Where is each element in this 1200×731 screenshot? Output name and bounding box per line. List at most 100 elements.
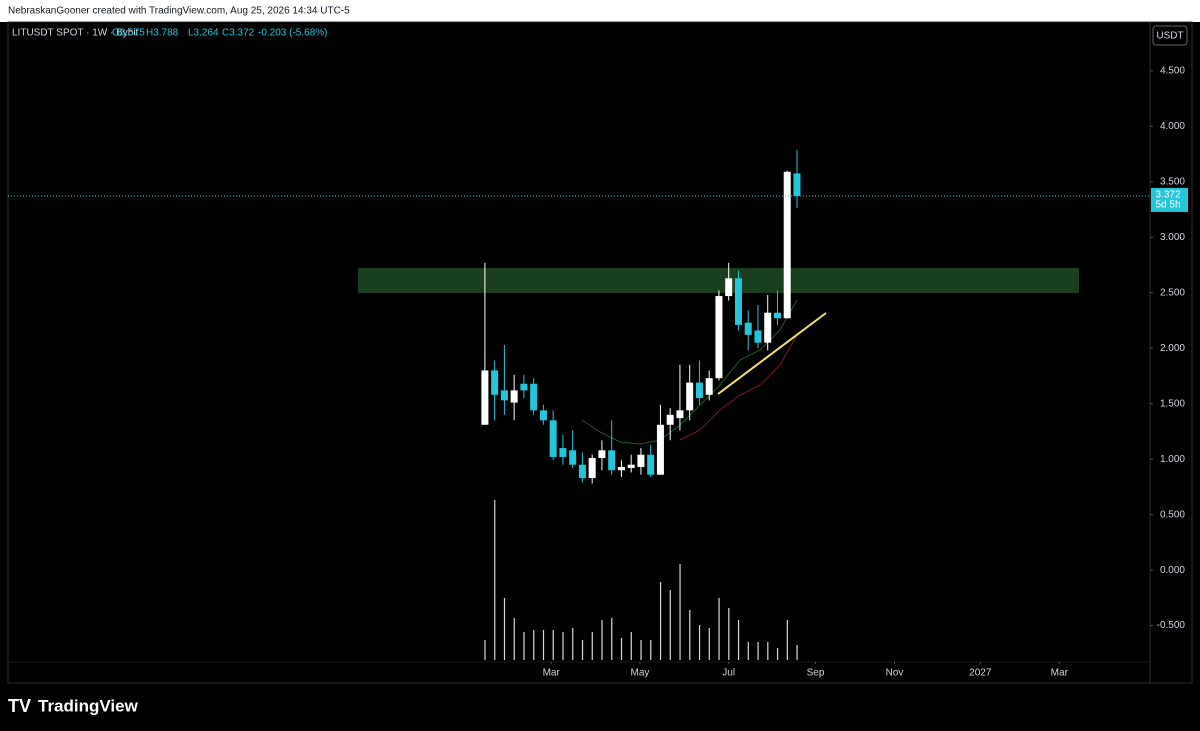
candle-body: [608, 450, 616, 471]
volume-bar: [562, 632, 564, 660]
brand: TradingView: [38, 696, 139, 715]
candle-body: [705, 378, 713, 395]
ohlc: L3.264: [188, 28, 219, 39]
volume-bar: [767, 642, 769, 660]
top-bar: [0, 0, 1200, 22]
trendline: [717, 312, 827, 395]
currency-button[interactable]: [1152, 25, 1188, 46]
candle-body: [539, 410, 547, 421]
countdown: 5d 5h: [1155, 200, 1180, 211]
volume-bar: [513, 618, 515, 660]
volume-bar: [796, 645, 798, 660]
attribution: NebraskanGooner created with TradingView…: [8, 6, 350, 17]
candle-body: [734, 278, 742, 325]
candle-body: [530, 383, 538, 411]
candle-body: [481, 370, 489, 425]
volume-bar: [552, 630, 554, 660]
candle-body: [559, 448, 567, 457]
volume-bar: [669, 590, 671, 660]
candle-body: [754, 330, 762, 343]
y-tick-label: 3.000: [1160, 232, 1185, 243]
candle-body: [491, 370, 499, 395]
candle-body: [744, 322, 752, 335]
candle-body: [578, 464, 586, 479]
x-tick-label: Mar: [543, 668, 561, 679]
volume-bar: [698, 625, 701, 660]
candle-body: [793, 173, 801, 196]
symbol: LITUSDT SPOT · 1W · Bybit: [12, 28, 139, 39]
currency[interactable]: USDT: [1156, 31, 1183, 42]
volume-bar: [630, 632, 632, 660]
candle-body: [725, 278, 733, 297]
y-tick-label: 1.500: [1160, 398, 1185, 409]
y-tick-label: 1.000: [1160, 454, 1185, 465]
candle-body: [647, 454, 655, 475]
x-tick-label: Jul: [722, 668, 735, 679]
volume-bar: [601, 620, 603, 660]
volume-bar: [640, 640, 642, 660]
candle-body: [715, 296, 723, 379]
candle-body: [510, 390, 518, 403]
volume-bar: [494, 500, 496, 660]
volume-bar: [542, 630, 545, 660]
candle-body: [783, 171, 791, 319]
volume-bar: [620, 638, 623, 660]
y-tick-label: 2.000: [1160, 343, 1185, 354]
zone: [358, 268, 1079, 293]
last-price-label: 3.372: [1155, 190, 1180, 201]
moving-average: [679, 334, 798, 441]
volume-bar: [484, 640, 486, 660]
candle-body: [549, 420, 557, 457]
y-tick-label: 0.000: [1160, 565, 1185, 576]
candle-body: [637, 454, 645, 467]
candle-body: [666, 414, 674, 425]
volume-bar: [679, 564, 681, 660]
candle-body: [686, 382, 694, 411]
volume-bar: [728, 608, 730, 660]
y-tick-label: 4.000: [1160, 121, 1185, 132]
candle-body: [773, 312, 781, 319]
volume-bar: [591, 632, 593, 660]
y-tick-label: -0.500: [1157, 620, 1186, 631]
x-tick-label: Sep: [807, 668, 825, 679]
volume-bar: [650, 640, 652, 660]
candle-body: [676, 410, 684, 419]
candle-body: [588, 458, 596, 479]
candle-body: [656, 424, 664, 475]
volume-bar: [533, 630, 535, 660]
candle-body: [695, 382, 703, 399]
volume-bar: [737, 620, 740, 660]
y-tick-label: 4.500: [1160, 65, 1185, 76]
candle-body: [764, 312, 772, 343]
chart-pane: [7, 21, 1193, 684]
volume-bar: [523, 632, 525, 660]
volume-bar: [572, 628, 574, 660]
volume-bar: [503, 598, 506, 660]
last-price-box: [1151, 187, 1188, 212]
volume-bar: [718, 598, 720, 660]
change: -0.203 (-5.68%): [258, 28, 327, 39]
brand-icon: TV: [8, 696, 31, 716]
volume-bar: [689, 610, 691, 660]
candle-body: [598, 450, 606, 459]
candle-body: [569, 450, 577, 465]
candle-body: [520, 383, 528, 391]
volume-bar: [757, 642, 759, 660]
volume-bar: [659, 582, 662, 660]
volume-bar: [786, 620, 788, 660]
volume-bar: [747, 642, 749, 660]
volume-bar: [581, 640, 584, 660]
x-tick-label: May: [630, 668, 649, 679]
volume-bar: [708, 628, 710, 660]
ohlc: O3.575: [112, 28, 145, 39]
volume-bar: [776, 648, 779, 660]
ohlc: H3.788: [146, 28, 179, 39]
x-tick-label: 2027: [969, 668, 992, 679]
candle-body: [617, 466, 625, 471]
ohlc: C3.372: [222, 28, 255, 39]
x-tick-label: Mar: [1051, 668, 1069, 679]
y-tick-label: 3.500: [1160, 176, 1185, 187]
x-tick-label: Nov: [886, 668, 904, 679]
candle-body: [500, 390, 508, 401]
